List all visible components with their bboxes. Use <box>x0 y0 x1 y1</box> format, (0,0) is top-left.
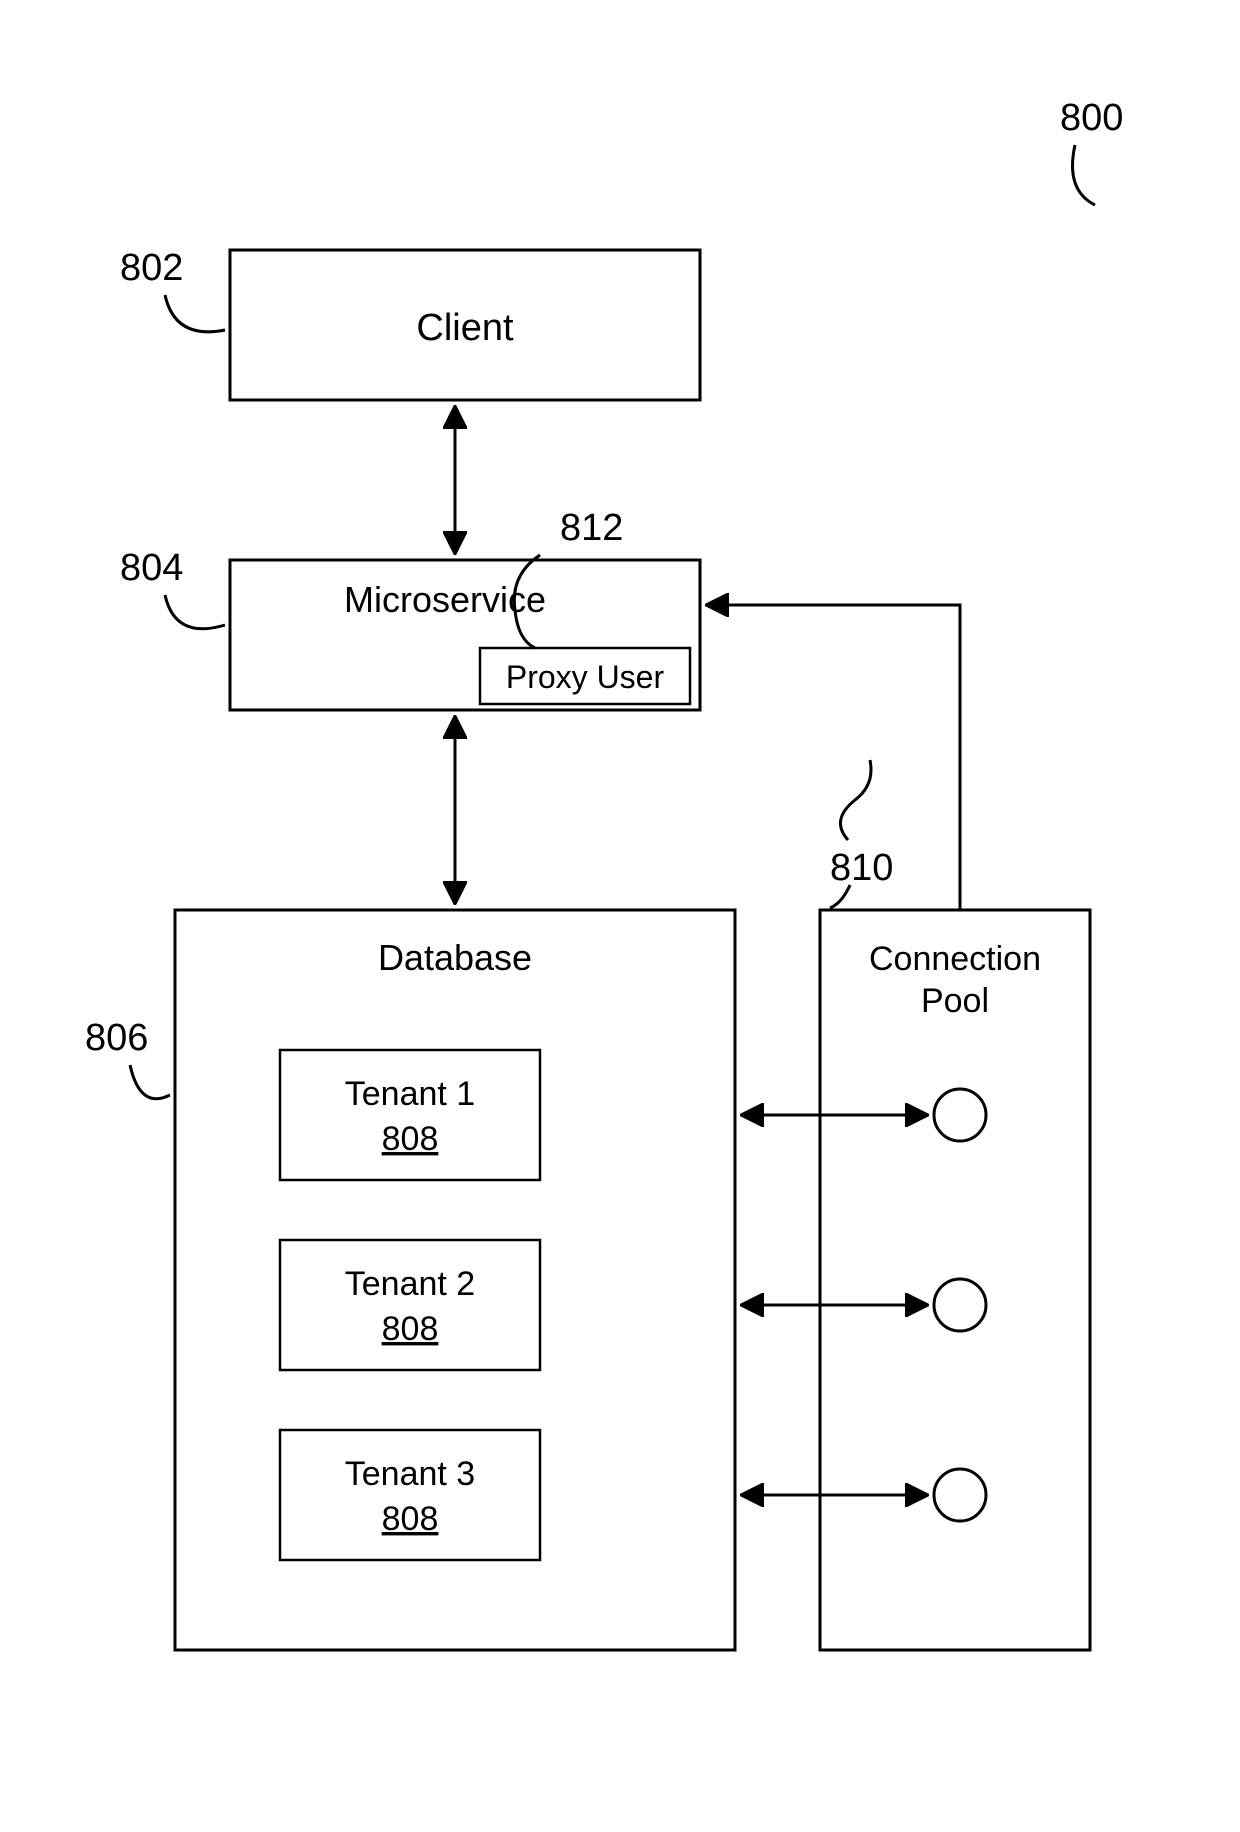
proxy-user-label: Proxy User <box>506 659 665 695</box>
tenant2-label: Tenant 2 <box>345 1265 475 1303</box>
pool-slot-3-icon <box>934 1469 986 1521</box>
pool-slot-2-icon <box>934 1279 986 1331</box>
ref-802: 802 <box>120 247 183 289</box>
architecture-diagram: Client Microservice Proxy User Database … <box>0 0 1240 1832</box>
callout-810-icon <box>840 760 871 840</box>
ref-806: 806 <box>85 1017 148 1059</box>
ref-804: 804 <box>120 547 183 589</box>
tenant1-box <box>280 1050 540 1180</box>
callout-806-icon <box>130 1065 170 1099</box>
ref-812: 812 <box>560 507 623 549</box>
tenant2-box <box>280 1240 540 1370</box>
client-label: Client <box>416 307 514 349</box>
tenant2-ref: 808 <box>382 1310 439 1348</box>
callout-800-icon <box>1073 145 1096 205</box>
connection-pool-label-bot: Pool <box>921 982 989 1020</box>
tenant3-box <box>280 1430 540 1560</box>
connection-pool-label-top: Connection <box>869 940 1041 978</box>
pool-slot-1-icon <box>934 1089 986 1141</box>
tenant3-label: Tenant 3 <box>345 1455 475 1493</box>
callout-802-icon <box>165 295 225 332</box>
tenant1-label: Tenant 1 <box>345 1075 475 1113</box>
ref-800: 800 <box>1060 97 1123 139</box>
callout-804-icon <box>165 595 225 629</box>
tenant1-ref: 808 <box>382 1120 439 1158</box>
ref-810: 810 <box>830 847 893 889</box>
tenant3-ref: 808 <box>382 1500 439 1538</box>
database-label: Database <box>378 937 532 978</box>
